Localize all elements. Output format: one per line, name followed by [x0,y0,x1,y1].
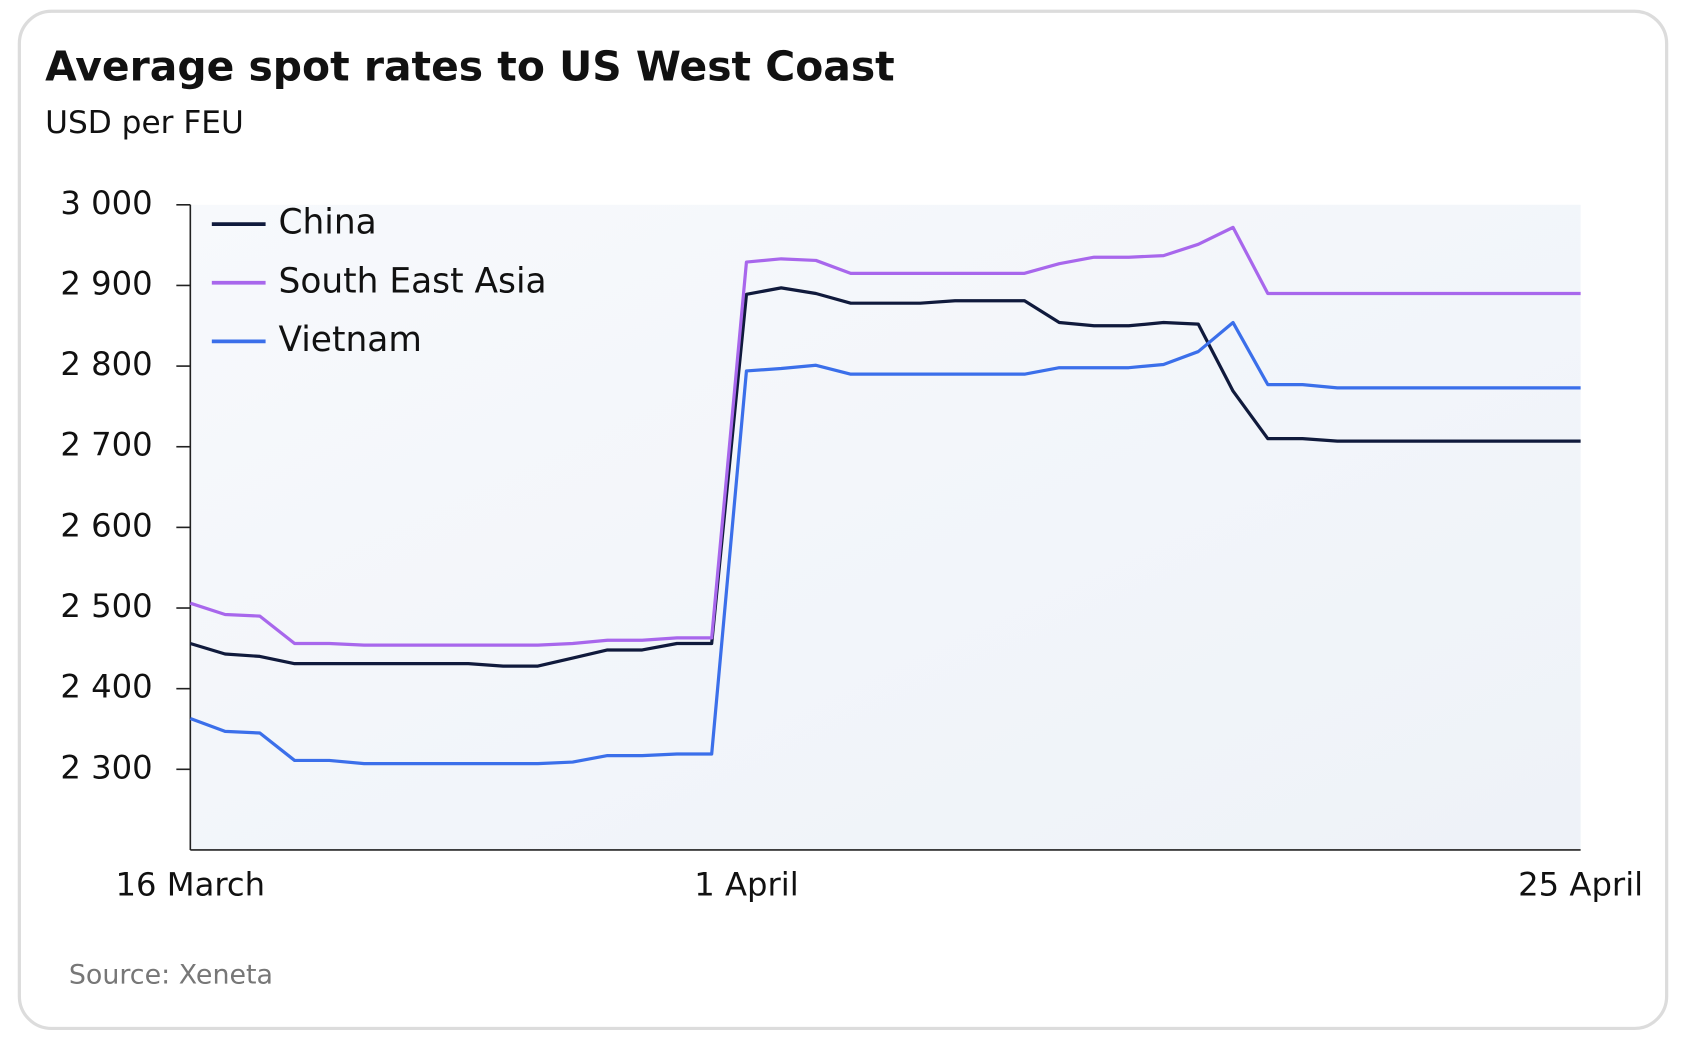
series-line [189,225,1581,647]
y-tick-label: 2 300 [60,748,152,786]
legend-label: South East Asia [278,261,546,301]
series-line [189,320,1581,766]
legend-label: Vietnam [278,320,421,360]
x-tick-label: 1 April [694,866,798,904]
x-tick-label: 16 March [116,866,266,904]
y-tick-label: 2 400 [60,668,152,706]
series-line [189,286,1581,668]
chart-title: Average spot rates to US West Coast [45,42,895,90]
legend-label: China [278,203,376,243]
y-tick-label: 2 700 [60,426,152,464]
y-tick-label: 2 600 [60,506,152,544]
y-tick-label: 2 500 [60,587,152,625]
y-tick-label: 2 800 [60,345,152,383]
y-tick-label: 3 000 [60,184,152,222]
y-tick-label: 2 900 [60,264,152,302]
chart-subtitle: USD per FEU [45,105,244,141]
source: Source: Xeneta [69,959,273,990]
x-tick-label: 25 April [1518,866,1643,904]
plot-area [190,204,1581,850]
